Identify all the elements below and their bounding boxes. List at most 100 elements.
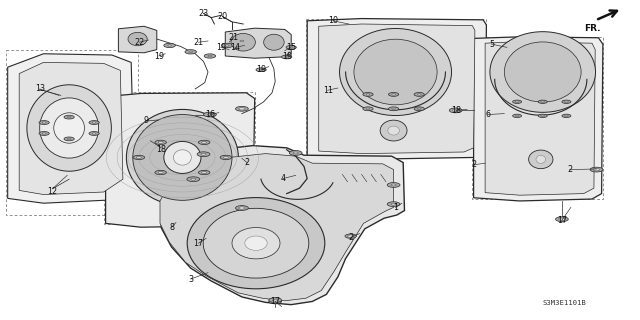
Ellipse shape [513,114,522,117]
Ellipse shape [380,120,407,141]
Text: 13: 13 [35,84,45,93]
Ellipse shape [232,228,280,259]
Text: 8: 8 [169,223,174,232]
Text: 19: 19 [216,43,226,52]
Ellipse shape [128,32,147,46]
Ellipse shape [559,218,565,220]
Polygon shape [225,28,291,58]
Ellipse shape [490,32,595,112]
Text: 12: 12 [47,187,58,196]
Text: 14: 14 [230,43,241,52]
Ellipse shape [538,114,547,117]
Ellipse shape [168,45,172,46]
Ellipse shape [285,56,289,58]
Ellipse shape [221,43,233,48]
Ellipse shape [136,156,141,158]
Ellipse shape [556,217,568,222]
Ellipse shape [54,113,84,143]
Polygon shape [106,93,255,227]
Ellipse shape [40,98,99,158]
Text: 2: 2 [348,233,353,242]
Text: 21: 21 [193,38,204,47]
Ellipse shape [536,156,545,164]
Ellipse shape [89,121,99,124]
Text: 18: 18 [156,145,166,154]
Ellipse shape [515,101,519,102]
Text: 21: 21 [228,33,239,42]
Ellipse shape [348,235,354,237]
Ellipse shape [504,42,581,102]
Text: 18: 18 [451,106,461,115]
Ellipse shape [269,299,282,304]
Ellipse shape [538,100,547,103]
Ellipse shape [187,177,200,182]
Ellipse shape [388,126,399,135]
Ellipse shape [239,207,245,209]
Text: 17: 17 [557,216,567,225]
Ellipse shape [89,132,99,135]
Ellipse shape [452,109,459,112]
Text: 2: 2 [471,160,476,169]
Polygon shape [19,62,123,195]
Ellipse shape [64,115,74,119]
Ellipse shape [391,184,396,186]
Ellipse shape [414,107,424,111]
Text: 1: 1 [393,203,398,212]
Text: 11: 11 [323,86,333,95]
Ellipse shape [197,152,210,157]
Ellipse shape [64,137,74,141]
Text: 3: 3 [188,275,193,284]
Ellipse shape [245,236,268,251]
Ellipse shape [515,115,519,116]
Ellipse shape [273,299,278,301]
Text: FR.: FR. [584,24,601,33]
Ellipse shape [541,101,545,102]
Ellipse shape [541,115,545,116]
Text: 2: 2 [244,158,250,167]
Ellipse shape [158,141,163,143]
Ellipse shape [42,122,46,123]
Ellipse shape [392,108,396,109]
Ellipse shape [354,39,437,105]
Ellipse shape [388,107,399,111]
Ellipse shape [207,114,212,116]
Ellipse shape [204,208,309,278]
Polygon shape [474,37,603,201]
Ellipse shape [202,141,207,143]
Ellipse shape [417,108,421,109]
Ellipse shape [289,151,302,156]
Ellipse shape [92,122,96,123]
Text: 10: 10 [328,16,338,25]
Polygon shape [118,26,157,53]
Ellipse shape [189,51,193,52]
Ellipse shape [392,94,396,95]
Polygon shape [319,24,475,154]
Ellipse shape [185,50,196,54]
Ellipse shape [363,92,373,96]
Ellipse shape [231,34,255,51]
Text: S3M3E1101B: S3M3E1101B [543,300,586,306]
Text: 2: 2 [567,165,572,174]
Ellipse shape [414,92,424,96]
Ellipse shape [204,54,216,58]
Ellipse shape [239,108,245,110]
Ellipse shape [264,34,284,50]
Ellipse shape [92,133,96,134]
Ellipse shape [126,109,238,205]
Ellipse shape [67,116,71,118]
Ellipse shape [562,114,571,117]
Ellipse shape [256,68,266,72]
Ellipse shape [387,182,400,188]
Polygon shape [160,154,394,301]
Ellipse shape [417,94,421,95]
Ellipse shape [388,92,399,96]
Ellipse shape [391,203,396,205]
Ellipse shape [529,150,553,169]
Ellipse shape [272,300,278,303]
Text: 4: 4 [280,174,285,183]
Ellipse shape [191,178,196,180]
Ellipse shape [133,115,232,200]
Text: 19: 19 [282,52,292,60]
Ellipse shape [293,152,298,154]
Polygon shape [161,146,404,305]
